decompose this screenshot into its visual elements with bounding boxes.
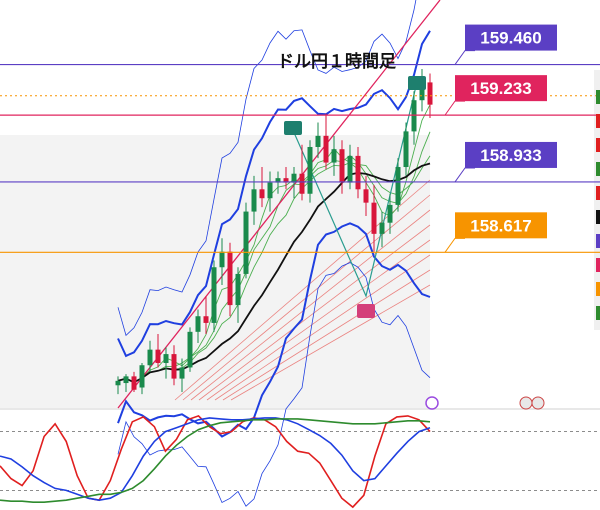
trend-line xyxy=(117,0,441,409)
oscillator-panel xyxy=(0,414,600,509)
candle-body xyxy=(203,316,209,323)
candle-body xyxy=(331,149,337,163)
scale-marker xyxy=(596,138,600,152)
candle-body xyxy=(251,189,257,212)
scale-marker xyxy=(596,90,600,104)
lightning-icon[interactable] xyxy=(425,396,439,410)
candle-body xyxy=(299,173,305,194)
price-tag xyxy=(455,212,547,239)
fan-line xyxy=(190,209,431,401)
fan-line xyxy=(214,254,431,401)
candle-body xyxy=(131,376,137,390)
fan-line xyxy=(198,224,431,401)
flag-icon[interactable] xyxy=(519,396,533,410)
candle-body xyxy=(179,367,185,379)
scale-marker xyxy=(596,258,600,272)
candle-body xyxy=(139,365,145,388)
level-label-3: 158.933 xyxy=(454,141,557,183)
candle-body xyxy=(267,182,273,199)
price-tag xyxy=(455,75,547,102)
callout-pointer xyxy=(444,237,465,253)
chart-title: ドル円１時間足 xyxy=(277,51,396,72)
oscillator-line xyxy=(0,414,431,509)
level-label-1: 159.460 xyxy=(454,24,557,65)
band-outer-lower xyxy=(117,262,431,507)
candle-body xyxy=(339,149,345,183)
candle-body xyxy=(371,202,377,234)
band-lower xyxy=(117,222,431,438)
fan-line xyxy=(230,284,431,401)
candle-body xyxy=(387,204,393,223)
candle-body xyxy=(163,354,169,364)
oscillator-line xyxy=(0,417,431,502)
fan-line xyxy=(206,239,431,401)
zigzag-line xyxy=(291,81,418,298)
scale-marker xyxy=(596,282,600,296)
candle-body xyxy=(355,155,361,190)
band-outer-upper xyxy=(117,0,417,337)
candle-body xyxy=(403,131,409,168)
candle-body xyxy=(347,155,353,183)
candle-body xyxy=(123,376,129,384)
band-upper xyxy=(117,30,431,358)
scale-marker xyxy=(596,186,600,200)
price-tag-text: 159.460 xyxy=(480,29,541,48)
callout-pointer xyxy=(454,167,475,183)
candle-body xyxy=(379,222,385,234)
price-tag xyxy=(465,141,557,168)
candle-body xyxy=(275,178,281,183)
scale-marker xyxy=(596,210,600,224)
candle-body xyxy=(219,251,225,268)
moving-average xyxy=(117,162,431,384)
scale-marker xyxy=(596,114,600,128)
candle-body xyxy=(147,349,153,366)
price-tag-text: 158.617 xyxy=(470,216,531,235)
candle-body xyxy=(155,349,161,364)
ma-ribbon xyxy=(117,104,431,383)
candle-body xyxy=(171,354,177,379)
candle-body xyxy=(195,316,201,332)
scale-marker xyxy=(596,234,600,248)
candle-body xyxy=(307,146,313,194)
candle-body xyxy=(115,380,121,386)
candle-body xyxy=(363,189,369,203)
candle-body xyxy=(315,135,321,147)
candle-body xyxy=(291,173,297,183)
level-label-2: 159.233 xyxy=(444,75,547,116)
swing-low-marker xyxy=(357,304,375,318)
scale-marker xyxy=(596,306,600,320)
candle-body xyxy=(395,167,401,205)
price-tag-text: 158.933 xyxy=(480,146,541,165)
flag-icon[interactable] xyxy=(531,396,545,410)
scale-marker xyxy=(596,162,600,176)
candle-body xyxy=(243,211,249,274)
level-label-4: 158.617 xyxy=(444,212,547,253)
candle-body xyxy=(419,82,425,101)
candle-body xyxy=(283,178,289,183)
callout-pointer xyxy=(444,100,465,116)
candle-body xyxy=(211,267,217,323)
candle-body xyxy=(235,273,241,306)
candle-body xyxy=(427,82,433,105)
candle-body xyxy=(259,189,265,199)
candle-body xyxy=(227,251,233,306)
price-tag-text: 159.233 xyxy=(470,79,531,98)
ma-ribbon xyxy=(117,131,431,383)
swing-high-marker xyxy=(284,121,302,135)
oscillator-line xyxy=(0,418,431,504)
panel-divider xyxy=(0,408,600,410)
callout-pointer xyxy=(454,50,475,65)
candle-body xyxy=(323,135,329,163)
ui-layer: 159.460 159.233 158.933 158.617 xyxy=(425,24,600,410)
price-tag xyxy=(465,24,557,51)
candle-body xyxy=(187,331,193,368)
candle-body xyxy=(411,100,417,132)
fan-line xyxy=(222,269,431,401)
swing-high-marker xyxy=(408,76,426,90)
